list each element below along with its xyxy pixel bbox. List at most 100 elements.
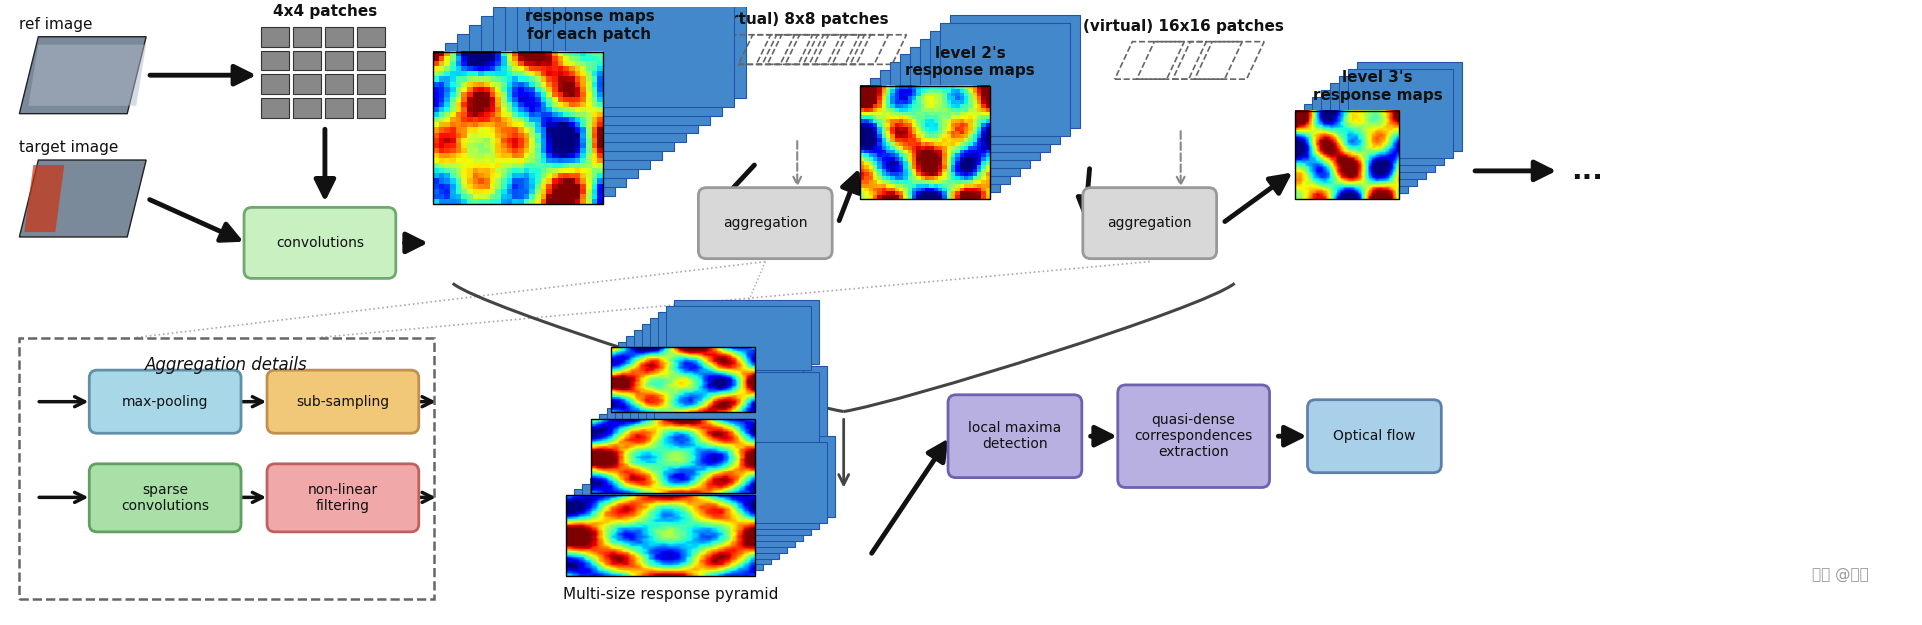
Text: Multi-size response pyramid: Multi-size response pyramid: [563, 586, 778, 601]
Bar: [480, 16, 650, 169]
Bar: [357, 51, 384, 70]
Text: convolutions: convolutions: [277, 236, 363, 250]
Bar: [940, 23, 1071, 136]
Bar: [861, 86, 990, 199]
Text: response maps
for each patch: response maps for each patch: [525, 9, 653, 42]
Bar: [605, 466, 796, 547]
Bar: [432, 51, 602, 204]
Bar: [880, 70, 1009, 184]
Bar: [675, 300, 819, 364]
Bar: [529, 0, 698, 133]
Polygon shape: [25, 165, 63, 232]
Bar: [1357, 62, 1463, 151]
Bar: [292, 51, 321, 70]
Text: ...: ...: [1570, 157, 1603, 185]
Text: level 2's
response maps: level 2's response maps: [905, 46, 1034, 78]
Bar: [492, 7, 663, 160]
Bar: [505, 0, 675, 151]
Bar: [261, 74, 288, 94]
Bar: [607, 408, 771, 482]
FancyBboxPatch shape: [267, 464, 419, 532]
Bar: [540, 0, 711, 124]
Bar: [577, 0, 746, 98]
Bar: [1303, 104, 1409, 192]
Bar: [565, 0, 734, 107]
Bar: [615, 402, 778, 476]
Bar: [292, 98, 321, 118]
Text: max-pooling: max-pooling: [121, 394, 208, 409]
Bar: [517, 0, 686, 142]
Text: 知乎 @黄洛: 知乎 @黄洛: [1812, 567, 1868, 582]
Bar: [621, 454, 811, 535]
Bar: [582, 484, 771, 564]
Text: sparse
convolutions: sparse convolutions: [121, 482, 209, 513]
Text: Aggregation details: Aggregation details: [144, 356, 308, 374]
Text: aggregation: aggregation: [723, 216, 807, 230]
Text: (virtual) 8x8 patches: (virtual) 8x8 patches: [709, 12, 890, 27]
Bar: [627, 336, 771, 400]
FancyBboxPatch shape: [698, 188, 832, 259]
Text: quasi-dense
correspondences
extraction: quasi-dense correspondences extraction: [1134, 413, 1253, 459]
Bar: [1340, 76, 1443, 165]
Text: target image: target image: [19, 140, 119, 155]
Bar: [646, 436, 836, 517]
Bar: [292, 27, 321, 47]
Polygon shape: [19, 160, 146, 237]
Text: level 3's
response maps: level 3's response maps: [1313, 71, 1442, 103]
FancyBboxPatch shape: [88, 370, 240, 433]
Bar: [911, 47, 1040, 160]
FancyBboxPatch shape: [244, 208, 396, 278]
Bar: [642, 324, 788, 388]
Bar: [655, 372, 819, 446]
FancyBboxPatch shape: [948, 395, 1082, 478]
Bar: [357, 27, 384, 47]
FancyBboxPatch shape: [1082, 188, 1217, 259]
Text: (virtual) 16x16 patches: (virtual) 16x16 patches: [1084, 19, 1284, 34]
Bar: [1349, 69, 1453, 158]
Bar: [949, 15, 1080, 129]
Bar: [634, 329, 778, 394]
Bar: [325, 74, 354, 94]
Bar: [565, 496, 755, 576]
Bar: [650, 318, 796, 382]
Bar: [1295, 111, 1399, 199]
Bar: [667, 306, 811, 370]
Bar: [619, 341, 763, 406]
Bar: [261, 51, 288, 70]
Bar: [357, 98, 384, 118]
Bar: [899, 54, 1030, 168]
Text: sub-sampling: sub-sampling: [296, 394, 390, 409]
FancyBboxPatch shape: [1307, 400, 1442, 472]
Polygon shape: [19, 37, 146, 114]
Bar: [630, 390, 796, 464]
FancyBboxPatch shape: [88, 464, 240, 532]
Bar: [261, 98, 288, 118]
Polygon shape: [29, 44, 146, 106]
Bar: [871, 78, 999, 192]
Bar: [598, 472, 788, 552]
Bar: [659, 312, 803, 376]
Bar: [1313, 97, 1417, 186]
Bar: [1330, 83, 1436, 172]
Bar: [444, 42, 615, 196]
Bar: [357, 74, 384, 94]
Text: ref image: ref image: [19, 17, 92, 32]
Text: 4x4 patches: 4x4 patches: [273, 4, 377, 19]
Bar: [325, 27, 354, 47]
Bar: [638, 384, 803, 458]
Bar: [469, 25, 638, 177]
Text: local maxima
detection: local maxima detection: [969, 421, 1061, 451]
Bar: [598, 414, 763, 488]
FancyBboxPatch shape: [267, 370, 419, 433]
Bar: [325, 51, 354, 70]
Bar: [611, 348, 755, 411]
Bar: [921, 39, 1049, 152]
Bar: [590, 478, 778, 559]
Bar: [638, 442, 826, 523]
Bar: [890, 62, 1021, 176]
Bar: [663, 366, 826, 440]
Bar: [630, 448, 819, 529]
Bar: [573, 489, 763, 571]
Text: Optical flow: Optical flow: [1334, 429, 1417, 443]
Bar: [1322, 90, 1426, 179]
